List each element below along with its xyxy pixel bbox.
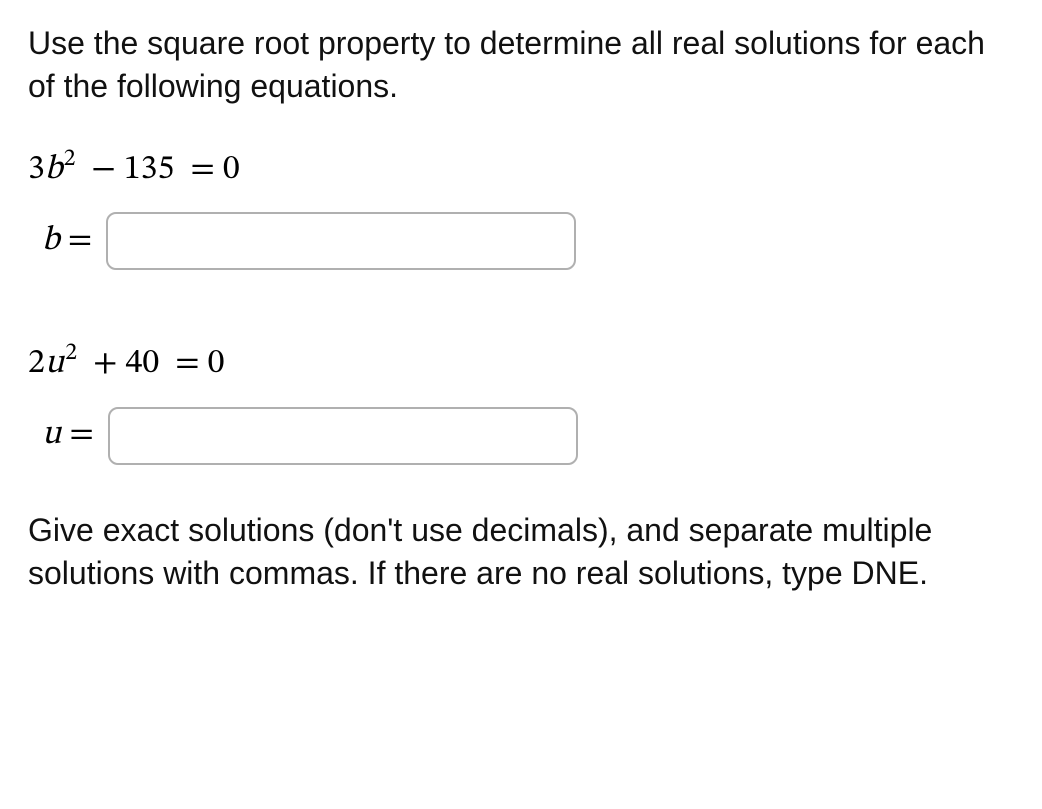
exponent: 2 (65, 341, 77, 365)
answer-equals-2: = (69, 414, 93, 457)
equation-2: 2u2 + 40 = 0 (28, 338, 1014, 386)
problem-block-2: 2u2 + 40 = 0 u = (28, 338, 1014, 464)
answer-input-u[interactable] (108, 407, 578, 465)
question-container: Use the square root property to determin… (0, 0, 1042, 617)
footer-note: Give exact solutions (don't use decimals… (28, 509, 1014, 595)
coefficient: 3 (28, 153, 45, 187)
answer-row-1: b = (42, 212, 1014, 270)
equation-1: 3b2 − 135 = 0 (28, 144, 1014, 192)
constant: 135 (124, 153, 175, 187)
rhs: 0 (208, 348, 225, 382)
answer-row-2: u = (42, 407, 1014, 465)
answer-input-b[interactable] (106, 212, 576, 270)
equals: = (190, 153, 214, 187)
operator: + (93, 348, 117, 382)
exponent: 2 (64, 147, 76, 171)
answer-variable-1: b (42, 220, 60, 263)
variable: b (45, 153, 63, 187)
answer-equals-1: = (68, 220, 92, 263)
instructions-text: Use the square root property to determin… (28, 22, 1014, 108)
constant: 40 (125, 348, 159, 382)
equals: = (175, 348, 199, 382)
variable: u (45, 348, 64, 382)
rhs: 0 (223, 153, 240, 187)
operator: − (91, 153, 115, 187)
answer-variable-2: u (42, 414, 61, 457)
problem-block-1: 3b2 − 135 = 0 b = (28, 144, 1014, 270)
coefficient: 2 (28, 348, 45, 382)
